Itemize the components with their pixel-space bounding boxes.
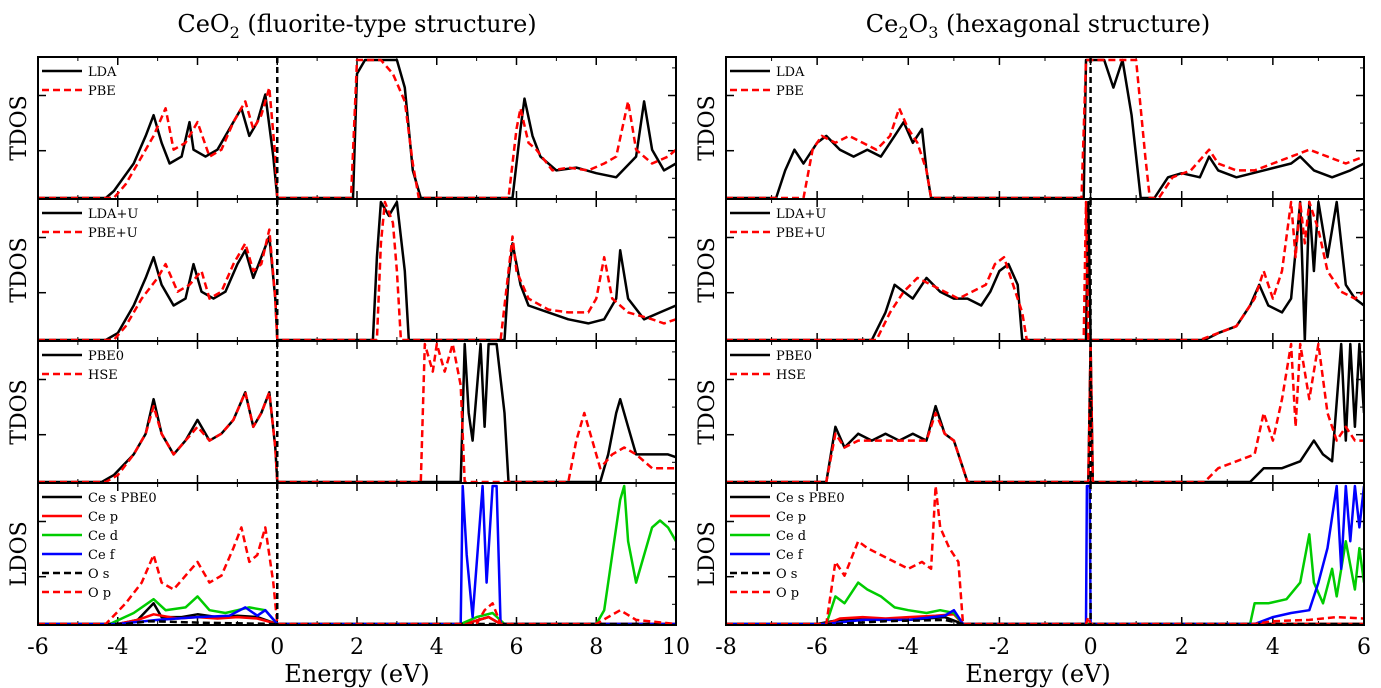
x-tick-label: 4 bbox=[1266, 635, 1280, 660]
panel-frame bbox=[725, 56, 1365, 200]
series-line-ce-p bbox=[38, 613, 676, 625]
panel-frame bbox=[37, 482, 677, 626]
x-tick-label: 6 bbox=[510, 635, 524, 660]
series-line-o-s bbox=[38, 619, 676, 625]
legend-label: Ce f bbox=[776, 548, 804, 563]
legend-label: PBE+U bbox=[88, 226, 138, 241]
left-chart-title: CeO2 (fluorite-type structure) bbox=[177, 10, 536, 42]
series-line-pbe+u bbox=[38, 200, 676, 341]
legend-label: HSE bbox=[776, 368, 806, 383]
y-axis-label: TDOS bbox=[695, 379, 720, 444]
series-line-o-p bbox=[726, 484, 1364, 625]
x-tick-label: 6 bbox=[1357, 635, 1371, 660]
x-tick-label: 0 bbox=[1084, 635, 1098, 660]
chart-0-panel-1: LDA+U PBE+U TDOS bbox=[7, 198, 677, 342]
y-axis-label: TDOS bbox=[695, 95, 720, 160]
legend-label: PBE0 bbox=[776, 349, 812, 364]
chart-0-panel-2: PBE0 HSE TDOS bbox=[7, 340, 677, 484]
series-line-hse bbox=[38, 342, 676, 483]
x-tick-label: 4 bbox=[430, 635, 444, 660]
x-tick-label: -6 bbox=[806, 635, 827, 660]
x-tick-label: -2 bbox=[989, 635, 1010, 660]
panel-frame bbox=[37, 340, 677, 484]
legend-label: LDA+U bbox=[776, 207, 826, 222]
legend-label: PBE0 bbox=[88, 349, 124, 364]
x-tick-label: 2 bbox=[350, 635, 364, 660]
legend-label: LDA+U bbox=[88, 207, 138, 222]
series-group bbox=[38, 484, 676, 625]
x-tick-label: -8 bbox=[715, 635, 736, 660]
x-tick-label: -4 bbox=[107, 635, 128, 660]
chart-0-panel-0: LDA PBE TDOS bbox=[7, 56, 677, 200]
y-axis-label: TDOS bbox=[7, 237, 32, 302]
series-line-ce-d bbox=[38, 484, 676, 625]
legend-label: O s bbox=[88, 567, 109, 582]
legend-label: O p bbox=[88, 586, 111, 601]
series-line-ce-f bbox=[38, 484, 676, 625]
chart-0-panel-3: Ce s PBE0 Ce p Ce d Ce f O s O p LDOS bbox=[7, 482, 677, 626]
x-tick-label: -2 bbox=[187, 635, 208, 660]
series-line-lda+u bbox=[726, 200, 1364, 341]
legend-label: O p bbox=[776, 586, 799, 601]
right-x-axis-label: Energy (eV) bbox=[965, 660, 1110, 688]
series-group bbox=[726, 200, 1364, 341]
series-line-pbe+u bbox=[726, 200, 1364, 341]
legend-label: HSE bbox=[88, 368, 118, 383]
series-line-ce-d bbox=[726, 533, 1364, 625]
series-line-lda bbox=[726, 58, 1364, 199]
series-line-ce-f bbox=[726, 484, 1364, 625]
legend-label: Ce s PBE0 bbox=[88, 491, 157, 506]
series-group bbox=[38, 58, 676, 199]
legend-label: Ce p bbox=[776, 510, 806, 525]
legend-label: LDA bbox=[88, 65, 117, 80]
x-tick-label: -4 bbox=[898, 635, 919, 660]
x-tick-label: 2 bbox=[1175, 635, 1189, 660]
legend-label: PBE+U bbox=[776, 226, 826, 241]
series-line-pbe0 bbox=[726, 342, 1364, 483]
y-axis-label: LDOS bbox=[695, 521, 720, 586]
series-group bbox=[726, 342, 1364, 483]
legend-label: PBE bbox=[88, 84, 116, 99]
legend-label: Ce d bbox=[776, 529, 806, 544]
legend-label: Ce d bbox=[88, 529, 118, 544]
series-line-pbe bbox=[726, 58, 1364, 199]
y-axis-label: TDOS bbox=[7, 379, 32, 444]
left-x-axis-label: Energy (eV) bbox=[284, 660, 429, 688]
series-group bbox=[726, 58, 1364, 199]
legend-label: Ce s PBE0 bbox=[776, 491, 845, 506]
series-group bbox=[38, 200, 676, 341]
panel-frame bbox=[725, 340, 1365, 484]
series-group bbox=[38, 342, 676, 483]
series-line-pbe0 bbox=[38, 342, 676, 483]
chart-1-panel-1: LDA+U PBE+U TDOS bbox=[695, 198, 1365, 342]
series-line-lda bbox=[38, 58, 676, 199]
legend-label: O s bbox=[776, 567, 797, 582]
y-axis-label: TDOS bbox=[7, 95, 32, 160]
series-line-lda+u bbox=[38, 200, 676, 341]
x-tick-label: 10 bbox=[662, 635, 690, 660]
x-tick-label: -6 bbox=[27, 635, 48, 660]
y-axis-label: LDOS bbox=[7, 521, 32, 586]
series-line-pbe bbox=[38, 58, 676, 199]
series-group bbox=[726, 484, 1364, 625]
legend-label: LDA bbox=[776, 65, 805, 80]
legend-label: Ce p bbox=[88, 510, 118, 525]
panel-frame bbox=[725, 482, 1365, 626]
x-tick-label: 0 bbox=[270, 635, 284, 660]
right-chart-title: Ce2O3 (hexagonal structure) bbox=[866, 10, 1211, 42]
series-line-hse bbox=[726, 342, 1364, 483]
chart-1-panel-0: LDA PBE TDOS bbox=[695, 56, 1365, 200]
x-tick-label: 8 bbox=[589, 635, 603, 660]
chart-1-panel-3: Ce s PBE0 Ce p Ce d Ce f O s O p LDOS bbox=[695, 482, 1365, 626]
legend-label: Ce f bbox=[88, 548, 116, 563]
y-axis-label: TDOS bbox=[695, 237, 720, 302]
chart-1-panel-2: PBE0 HSE TDOS bbox=[695, 340, 1365, 484]
legend-label: PBE bbox=[776, 84, 804, 99]
series-line-o-p bbox=[38, 526, 676, 625]
